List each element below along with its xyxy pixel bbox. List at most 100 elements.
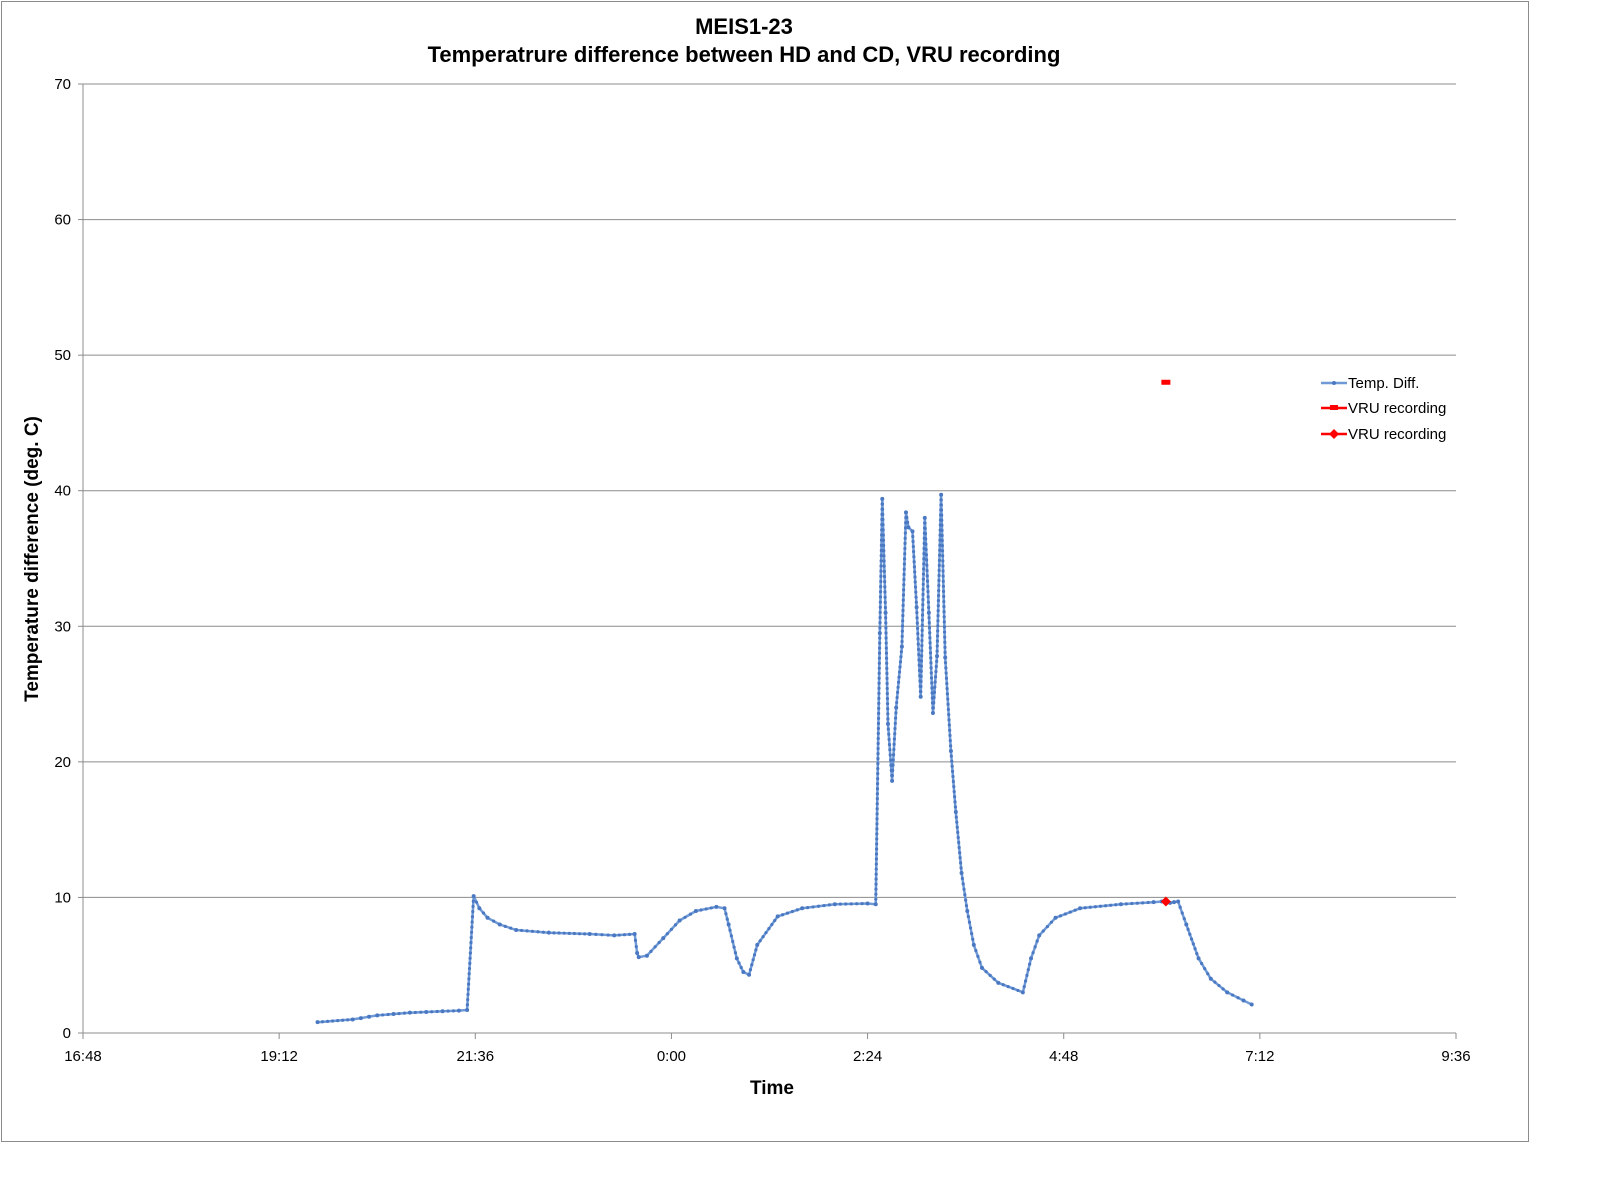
data-point-temp-diff: [358, 1016, 363, 1021]
data-point-temp-diff: [959, 866, 963, 870]
data-point-temp-diff: [884, 616, 888, 620]
data-point-temp-diff: [649, 949, 653, 953]
data-point-temp-diff: [1124, 902, 1128, 906]
data-point-temp-diff: [446, 1009, 450, 1013]
data-point-temp-diff: [878, 641, 882, 645]
data-point-temp-diff: [950, 764, 954, 768]
data-point-temp-diff: [634, 945, 638, 949]
data-point-temp-diff: [467, 977, 471, 981]
data-point-temp-diff: [466, 998, 470, 1002]
data-point-temp-diff: [942, 599, 946, 604]
data-point-temp-diff: [875, 782, 880, 786]
x-tick-label: 19:12: [260, 1048, 298, 1065]
data-point-temp-diff: [875, 832, 879, 836]
data-point-temp-diff: [1189, 937, 1194, 941]
data-point-temp-diff: [934, 670, 938, 674]
data-point-temp-diff: [1058, 914, 1063, 918]
data-point-temp-diff: [877, 691, 881, 695]
legend-label-vru-recording-2: VRU recording: [1348, 426, 1446, 443]
data-point-vru-recording-1: [1161, 379, 1171, 385]
data-point-temp-diff: [885, 686, 889, 691]
data-point-temp-diff: [875, 837, 879, 841]
data-point-temp-diff: [940, 513, 944, 517]
data-point-temp-diff: [1180, 911, 1184, 915]
data-point-temp-diff: [902, 562, 907, 566]
data-point-temp-diff: [466, 987, 470, 991]
data-point-temp-diff: [906, 520, 910, 524]
data-point-temp-diff: [935, 644, 939, 648]
data-point-temp-diff: [935, 654, 940, 659]
data-point-temp-diff: [883, 580, 887, 584]
data-point-temp-diff: [891, 763, 895, 767]
data-point-temp-diff: [881, 517, 885, 522]
data-point-temp-diff: [470, 915, 475, 919]
data-point-temp-diff: [800, 906, 805, 911]
y-tick-label: 70: [54, 76, 71, 93]
data-point-temp-diff: [375, 1013, 380, 1018]
data-point-temp-diff: [937, 583, 941, 588]
data-point-temp-diff: [919, 684, 923, 689]
data-point-temp-diff: [876, 716, 881, 721]
data-point-temp-diff: [911, 539, 915, 544]
y-tick-label: 50: [54, 347, 71, 364]
data-point-temp-diff: [963, 893, 967, 897]
data-point-temp-diff: [878, 615, 882, 620]
data-point-temp-diff: [900, 624, 905, 628]
data-point-temp-diff: [936, 609, 940, 613]
data-point-temp-diff: [877, 671, 881, 675]
data-point-temp-diff: [530, 929, 535, 933]
data-point-temp-diff: [732, 945, 736, 949]
data-point-temp-diff: [714, 904, 719, 909]
data-point-temp-diff: [790, 909, 794, 914]
data-point-temp-diff: [885, 691, 889, 696]
data-point-temp-diff: [877, 696, 881, 700]
data-point-temp-diff: [940, 544, 945, 548]
data-point-temp-diff: [919, 664, 923, 668]
data-point-temp-diff: [928, 641, 932, 645]
data-point-temp-diff: [914, 595, 918, 599]
data-point-temp-diff: [944, 671, 948, 675]
data-point-temp-diff: [947, 723, 951, 727]
data-point-temp-diff: [902, 557, 907, 561]
data-point-temp-diff: [1208, 976, 1213, 981]
series-plot: [315, 379, 1254, 1025]
data-point-temp-diff: [878, 600, 882, 604]
data-point-temp-diff: [855, 902, 859, 906]
data-point-temp-diff: [938, 543, 942, 547]
data-point-temp-diff: [883, 605, 888, 610]
data-point-temp-diff: [967, 920, 972, 924]
data-point-temp-diff: [930, 681, 934, 685]
data-point-vru-recording-2: [1160, 896, 1171, 907]
data-point-temp-diff: [942, 594, 946, 599]
data-point-temp-diff: [923, 521, 927, 525]
data-point-temp-diff: [653, 945, 657, 949]
data-point-temp-diff: [878, 590, 883, 594]
data-point-temp-diff: [951, 779, 955, 784]
data-point-temp-diff: [964, 898, 968, 902]
data-point-temp-diff: [926, 595, 930, 599]
data-point-temp-diff: [884, 636, 888, 640]
data-point-temp-diff: [885, 661, 889, 665]
data-point-temp-diff: [876, 746, 880, 751]
data-point-temp-diff: [930, 686, 934, 690]
data-point-temp-diff: [920, 644, 924, 648]
data-point-temp-diff: [939, 492, 944, 497]
data-point-temp-diff: [950, 769, 955, 773]
data-point-temp-diff: [927, 605, 931, 610]
data-point-temp-diff: [942, 605, 946, 609]
data-point-temp-diff: [943, 661, 948, 665]
data-point-temp-diff: [926, 584, 930, 588]
data-point-temp-diff: [407, 1010, 412, 1015]
data-point-temp-diff: [942, 625, 947, 629]
data-point-temp-diff: [887, 732, 891, 736]
data-point-temp-diff: [939, 503, 943, 507]
data-point-temp-diff: [941, 554, 945, 558]
data-point-temp-diff: [587, 932, 592, 937]
data-point-temp-diff: [367, 1014, 372, 1019]
data-point-temp-diff: [474, 900, 479, 904]
data-point-temp-diff: [940, 528, 944, 532]
legend-label-temp-diff: Temp. Diff.: [1348, 375, 1419, 392]
data-point-temp-diff: [882, 574, 887, 579]
data-point-temp-diff: [1053, 915, 1058, 920]
data-point-temp-diff: [914, 590, 918, 594]
